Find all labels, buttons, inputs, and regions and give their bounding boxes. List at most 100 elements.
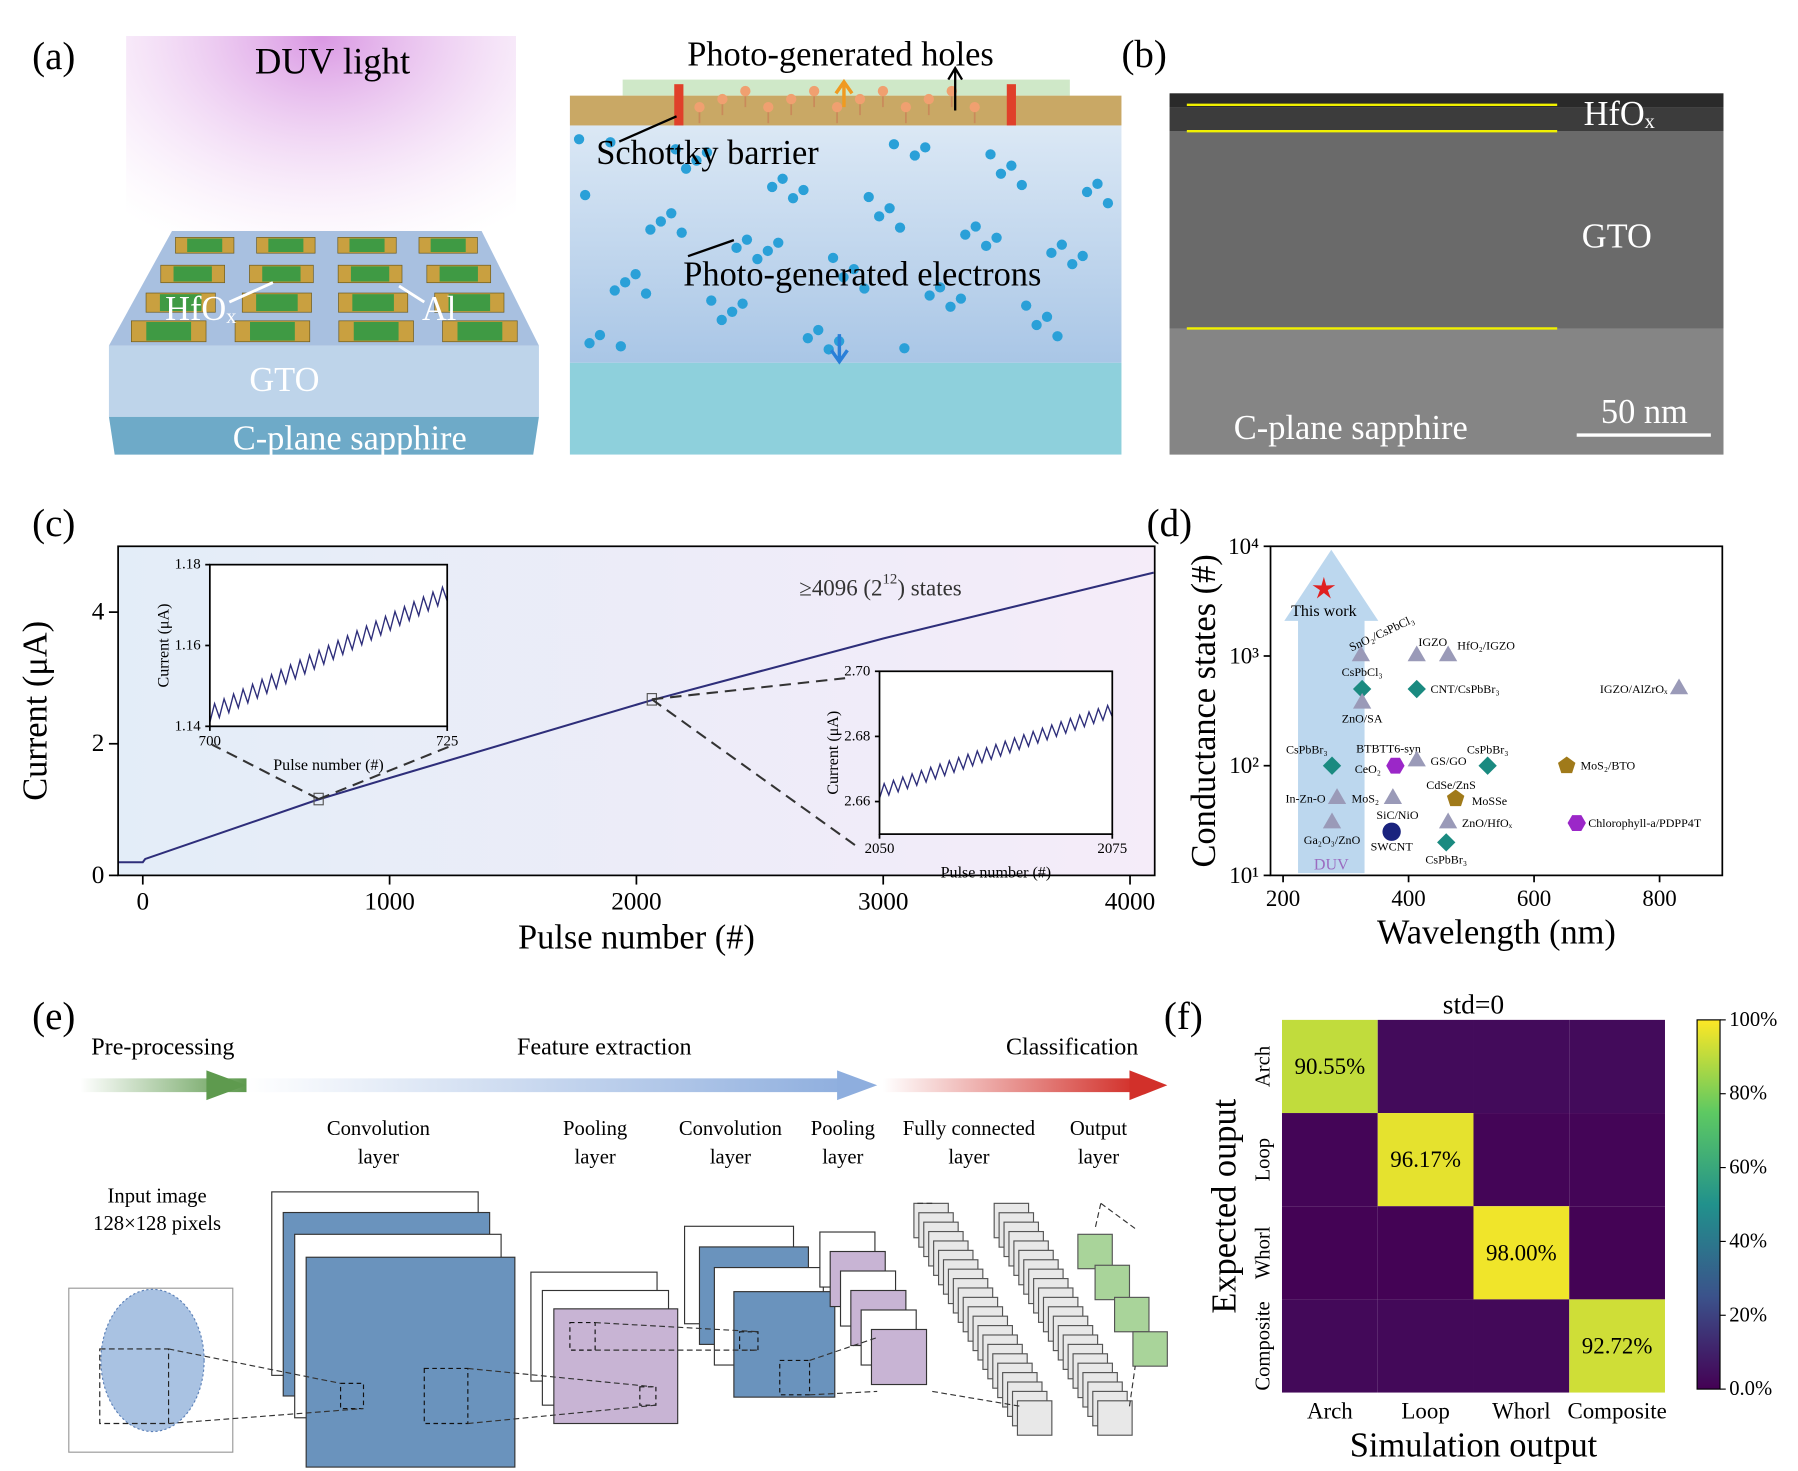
device-channel [146,321,192,341]
y-tick-label: 10⁴ [1228,534,1259,559]
point-label: CdSe/ZnS [1426,778,1475,792]
heat-cell [1281,1113,1378,1207]
electron [620,277,631,288]
cell-label: 90.55% [1295,1054,1366,1079]
stage-arrow-head [837,1070,878,1101]
label: Photo-generated holes [687,35,994,73]
point-label: This work [1291,603,1357,620]
hole [969,101,980,113]
electron [884,203,895,214]
layer-label: Pooling [563,1118,627,1140]
marker [1386,757,1405,774]
label: C-plane sapphire [233,420,467,458]
x-tick-label: Arch [1307,1398,1353,1423]
electron [645,224,656,235]
electron [859,283,870,294]
stage-arrow-head [206,1070,247,1101]
label: GTO [249,361,319,399]
marker [1669,678,1689,695]
x-tick-label: 200 [1266,886,1300,911]
electron [680,163,692,174]
device-channel [250,321,295,341]
device-channel [187,238,223,253]
gto-body [569,125,1122,363]
hole-arrow [834,78,854,108]
colorbar-label: 40% [1729,1230,1767,1252]
x-tick-label: Whorl [1492,1398,1551,1423]
marker [1407,750,1426,767]
label: Photo-generated electrons [683,256,1041,294]
electron [1081,186,1093,198]
marker [1353,692,1372,709]
y-tick-label: 1.18 [175,557,201,573]
point-label: ZnO/HfOₓ [1462,816,1513,830]
hole [694,101,705,113]
gto-front [108,345,539,417]
electron [573,134,585,145]
y-axis-label: Current (μA) [17,621,55,801]
feature-map [733,1291,836,1398]
y-tick-label: 4 [92,599,105,626]
layer-label: layer [575,1146,616,1168]
x-axis-label: Simulation output [1350,1426,1598,1464]
pool-map [870,1328,928,1386]
colorbar-label: 80% [1729,1083,1767,1105]
input-label: 128×128 pixels [93,1213,221,1235]
output-node [1114,1296,1150,1333]
y-axis-label: Expected ouput [1206,1098,1244,1313]
cnn-diagram [68,1070,1168,1468]
point-label: MoS₂/BTO [1580,759,1635,773]
x-tick-label: 2000 [611,889,661,916]
annotation-tail: ) states [897,575,961,600]
annotation: ≥4096 (212) states [799,572,962,601]
electron [1052,331,1063,342]
kernel [639,1386,657,1406]
point-label: GS/GO [1430,754,1466,768]
electron [980,240,992,252]
y-tick-label: Composite [1253,1301,1275,1390]
zoom-connector [211,743,320,800]
electron [731,242,742,253]
pool-map [553,1308,679,1425]
heat-cell [1377,1206,1474,1300]
panel-label: (e) [32,995,75,1038]
x-tick-label: 4000 [1105,889,1155,916]
electron [863,191,874,203]
y-tick-label: 10³ [1229,643,1259,668]
device-channel [430,238,466,253]
x-axis-label: Pulse number (#) [518,918,755,956]
heat-cell [1473,1299,1570,1393]
y-tick-label: 2.68 [844,728,870,744]
hole [717,93,728,105]
point-label: Chlorophyll-a/PDPP4T [1588,816,1702,830]
zoom-connector [318,743,455,801]
electron-arrow [829,334,849,365]
panel-label: (a) [32,35,75,78]
x-axis-label: Pulse number (#) [941,865,1052,882]
output-node [1094,1264,1131,1301]
point-label: CsPbBr₃ [1425,853,1467,867]
plot-frame [208,563,449,728]
y-tick-label: 0 [92,862,105,889]
heat-cell [1473,1019,1570,1114]
y-axis-label: Conductance states (#) [1185,554,1223,867]
zoom-box [313,792,324,806]
label: Al [422,290,456,328]
output-node [1077,1233,1113,1270]
electron [666,208,677,219]
electron [594,329,606,341]
electron [894,222,906,233]
sapphire [108,416,539,455]
stage-arrow [882,1078,1136,1093]
device-channel [448,294,491,312]
dense-layers [913,1202,1168,1436]
y-tick-label: 2 [92,730,105,757]
layer-label: layer [948,1146,989,1168]
x-tick-label: 600 [1517,886,1551,911]
electron [960,229,971,240]
panel-label: (f) [1164,995,1203,1038]
cell-label: 92.72% [1582,1333,1653,1358]
electron [1067,258,1078,270]
device-channel [262,266,301,282]
